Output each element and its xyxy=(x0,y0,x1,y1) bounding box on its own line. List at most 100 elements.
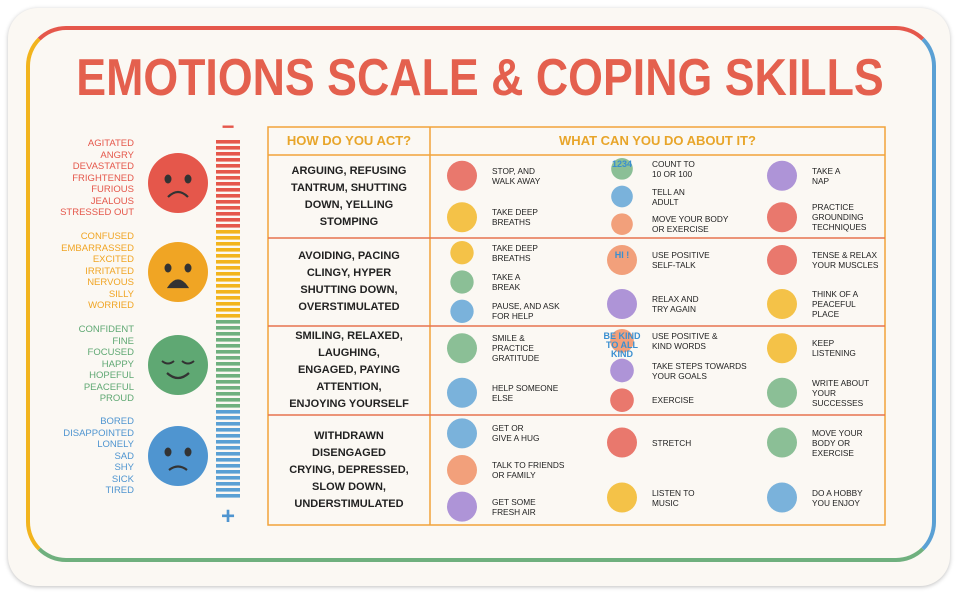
face-mouth xyxy=(166,372,190,380)
act-text: STOMPING xyxy=(319,215,379,228)
face-mouth xyxy=(168,465,188,471)
act-text: OVERSTIMULATED xyxy=(298,301,400,313)
coping-text: ADULT xyxy=(652,196,679,207)
act-text: SMILING, RELAXED, xyxy=(295,330,403,342)
coping-text: USE POSITIVE & xyxy=(652,330,718,341)
act-text: ENGAGED, PAYING xyxy=(297,364,401,376)
emotion-word: AGITATED xyxy=(87,138,134,149)
coping-text: SMILE & xyxy=(492,333,525,344)
coping-text: KEEP xyxy=(812,338,835,349)
coping-text: MUSIC xyxy=(652,497,679,508)
coping-text: YOUR MUSCLES xyxy=(812,260,879,270)
coping-text: TRY AGAIN xyxy=(652,304,696,314)
face-eye xyxy=(164,263,172,273)
scale-stripe xyxy=(216,278,240,282)
icon-text: HI ! xyxy=(614,250,630,260)
coping-text: 10 OR 100 xyxy=(652,168,693,179)
coping-icon xyxy=(447,160,477,191)
coping-icon xyxy=(607,245,637,275)
scale-stripe xyxy=(216,248,240,252)
coping-text: YOUR GOALS xyxy=(652,370,707,381)
scale-stripe xyxy=(216,218,240,222)
coping-icon xyxy=(447,377,477,408)
emotion-word: BORED xyxy=(100,416,134,427)
scale-stripe xyxy=(216,368,240,372)
scale-stripe xyxy=(216,152,240,156)
coping-text: YOUR xyxy=(812,387,836,398)
face-eye xyxy=(184,447,192,457)
icon-text: BE KIND TO ALL KIND xyxy=(603,330,641,359)
coping-text: TAKE DEEP xyxy=(492,207,538,218)
scale-top: − xyxy=(221,114,235,139)
coping-text: PEACEFUL xyxy=(812,299,856,309)
scale-stripe xyxy=(216,140,240,144)
scale-stripe xyxy=(216,416,240,420)
act-text: ATTENTION, xyxy=(316,381,382,393)
face-eye xyxy=(181,360,195,365)
coping-icon xyxy=(611,158,633,180)
coping-icon xyxy=(607,289,637,319)
coping-text: HELP SOMEONE xyxy=(492,382,559,393)
coping-text: GRATITUDE xyxy=(492,353,540,364)
face-eye xyxy=(184,263,192,273)
scale-stripe xyxy=(216,434,240,438)
scale-stripe xyxy=(216,230,240,234)
face-mouth xyxy=(167,190,189,198)
scale-stripe xyxy=(216,224,240,228)
emotion-word: PROUD xyxy=(99,393,134,404)
scale-stripe xyxy=(216,308,240,312)
coping-text: PRACTICE xyxy=(812,202,854,213)
coping-text: MOVE YOUR BODY xyxy=(652,214,729,225)
scale-stripe xyxy=(216,476,240,480)
face-eye xyxy=(164,174,172,184)
scale-stripe xyxy=(216,380,240,384)
coping-icon xyxy=(767,160,797,191)
title: EMOTIONS SCALE & COPING SKILLS xyxy=(76,49,884,107)
emotion-word: CONFIDENT xyxy=(78,324,134,335)
scale-stripe xyxy=(216,464,240,468)
scale-stripe xyxy=(216,398,240,402)
coping-text: TAKE STEPS TOWARDS xyxy=(652,360,747,371)
act-text: LAUGHING, xyxy=(318,347,380,359)
scale-stripe xyxy=(216,254,240,258)
coping-text: LISTENING xyxy=(812,348,856,359)
scale-stripe xyxy=(216,176,240,180)
scale-stripe xyxy=(216,260,240,264)
scale-stripe xyxy=(216,302,240,306)
face-eye xyxy=(161,360,175,365)
scale-stripe xyxy=(216,422,240,426)
coping-text: WALK AWAY xyxy=(492,175,541,186)
coping-text: GET SOME xyxy=(492,496,536,507)
scale-stripe xyxy=(216,482,240,486)
icon-text: 1234 xyxy=(611,158,633,169)
scale-stripe xyxy=(216,182,240,186)
act-text: SHUTTING DOWN, xyxy=(300,284,398,296)
scale-stripe xyxy=(216,272,240,276)
emotion-word: NERVOUS xyxy=(87,277,134,288)
coping-text: FOR HELP xyxy=(492,311,534,322)
coping-text: ELSE xyxy=(492,392,514,403)
scale-stripe xyxy=(216,440,240,444)
coping-text: TAKE A xyxy=(492,272,521,282)
scale-stripe xyxy=(216,392,240,396)
coping-text: TAKE DEEP xyxy=(492,242,538,253)
emotion-word: WORRIED xyxy=(88,300,134,311)
coping-text: NAP xyxy=(812,175,830,186)
emotion-word: HAPPY xyxy=(101,358,134,370)
coping-text: YOU ENJOY xyxy=(812,497,860,508)
emotion-word: HOPEFUL xyxy=(89,370,134,381)
emotion-word: CONFUSED xyxy=(80,231,134,242)
scale-stripe xyxy=(216,296,240,300)
scale-stripe xyxy=(216,386,240,390)
coping-text: BODY OR xyxy=(812,437,851,448)
coping-text: THINK OF A xyxy=(812,289,859,299)
coping-text: DO A HOBBY xyxy=(812,487,863,498)
scale-stripe xyxy=(216,344,240,348)
coping-text: LISTEN TO xyxy=(652,487,695,498)
act-text: DISENGAGED xyxy=(312,446,386,459)
emotion-word: SICK xyxy=(111,473,134,485)
scale-stripe xyxy=(216,404,240,408)
coping-text: BREAK xyxy=(492,282,521,292)
coping-text: STRETCH xyxy=(652,437,692,448)
